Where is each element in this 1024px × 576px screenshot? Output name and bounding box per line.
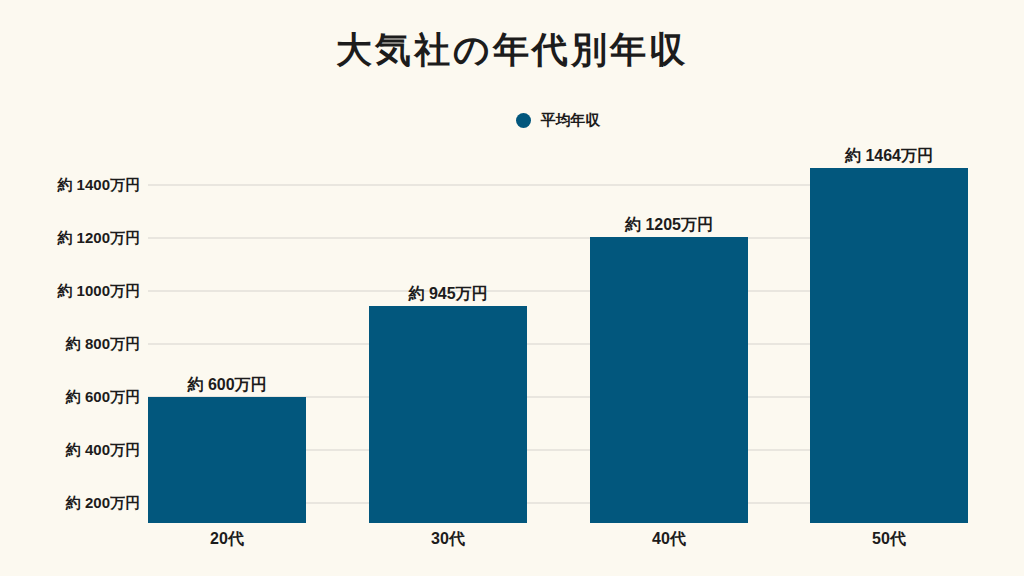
y-tick-label: 約 1000万円 bbox=[0, 283, 140, 299]
bar-30代 bbox=[369, 306, 527, 523]
chart-canvas: 大気社の年代別年収 平均年収 約 1400万円約 1200万円約 1000万円約… bbox=[0, 0, 1024, 576]
x-tick-label: 40代 bbox=[652, 529, 686, 550]
bar-value-label: 約 945万円 bbox=[408, 284, 487, 305]
bar-value-label: 約 1205万円 bbox=[625, 215, 713, 236]
y-tick-label: 約 800万円 bbox=[0, 336, 140, 352]
y-tick-label: 約 1400万円 bbox=[0, 177, 140, 193]
bar-20代 bbox=[148, 397, 306, 523]
y-tick-label: 約 600万円 bbox=[0, 389, 140, 405]
x-tick-label: 30代 bbox=[431, 529, 465, 550]
plot-area: 約 1400万円約 1200万円約 1000万円約 800万円約 600万円約 … bbox=[0, 0, 1024, 576]
y-tick-label: 約 200万円 bbox=[0, 495, 140, 511]
x-tick-label: 50代 bbox=[872, 529, 906, 550]
y-tick-label: 約 400万円 bbox=[0, 442, 140, 458]
bar-50代 bbox=[810, 168, 968, 523]
bar-40代 bbox=[590, 237, 748, 523]
bar-value-label: 約 600万円 bbox=[187, 375, 266, 396]
y-tick-label: 約 1200万円 bbox=[0, 230, 140, 246]
bar-value-label: 約 1464万円 bbox=[845, 146, 933, 167]
x-tick-label: 20代 bbox=[210, 529, 244, 550]
